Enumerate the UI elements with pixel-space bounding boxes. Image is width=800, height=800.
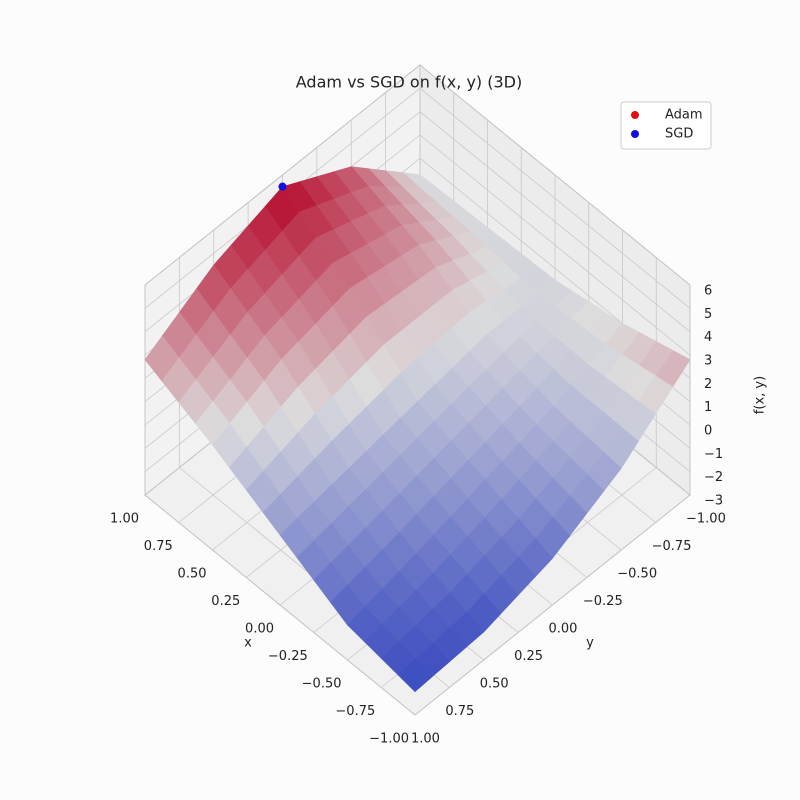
x-axis-label: x [244,636,252,651]
x-tick-label: −0.75 [335,704,375,719]
legend: Adam SGD [620,101,712,150]
y-tick-label: −1.00 [686,512,726,527]
z-axis-label: f(x, y) [753,376,768,414]
legend-label: SGD [665,127,693,142]
chart-title: Adam vs SGD on f(x, y) (3D) [296,73,522,92]
x-tick-label: 0.50 [178,567,207,582]
grid-line [144,494,416,716]
x-tick-label: −0.50 [302,677,342,692]
legend-label: Adam [665,108,703,123]
y-tick-label: −0.25 [583,594,623,609]
optimizer-point [278,182,287,191]
legend-marker [631,111,639,119]
z-tick-label: 1 [704,400,712,415]
legend-box [620,101,712,150]
y-tick-label: −0.75 [652,539,692,554]
z-tick-label: 5 [704,307,712,322]
x-tick-label: 1.00 [110,512,139,527]
points [278,182,287,191]
x-tick-label: 0.75 [144,539,173,554]
grid-line [419,64,691,286]
z-tick-label: 2 [704,377,712,392]
z-tick-label: 6 [704,284,712,299]
grid-line [419,88,691,309]
grid-line [419,134,691,356]
y-tick-label: 0.75 [445,704,474,719]
z-tick-label: 3 [704,354,712,369]
y-tick-label: 1.00 [411,732,440,747]
y-axis-label: y [586,636,594,651]
surface-patch [397,658,433,693]
y-tick-label: 0.50 [480,677,509,692]
grid-line [419,111,691,332]
labels: −1.00 −0.75 −0.50 −0.25 0.00 0.25 0.50 0.75 1.00… [110,284,726,747]
y-tick-label: −0.50 [617,567,657,582]
y-tick-label: 0.00 [549,622,578,637]
surface [144,166,691,693]
grid-line [144,64,421,286]
x-tick-label: −0.25 [268,649,308,664]
x-tick-label: 0.00 [245,622,274,637]
z-tick-label: 4 [704,330,712,345]
z-tick-label: 0 [704,424,712,439]
legend-marker [631,130,639,138]
y-tick-label: 0.25 [514,649,543,664]
x-tick-label: −1.00 [369,732,409,747]
z-tick-label: −3 [704,494,723,509]
z-tick-label: −1 [704,447,723,462]
x-tick-label: 0.25 [211,594,240,609]
z-tick-label: −2 [704,470,723,485]
